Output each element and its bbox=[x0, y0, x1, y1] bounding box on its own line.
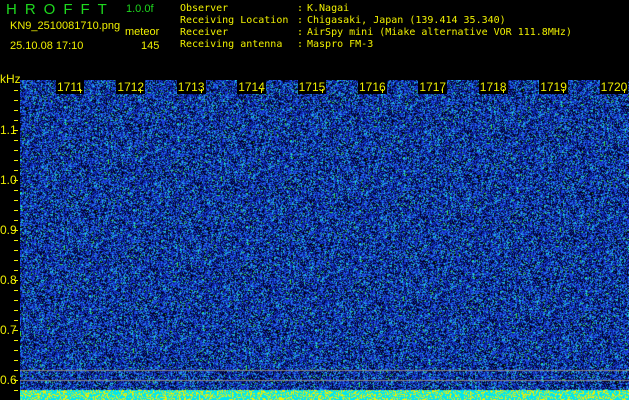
time-label: 1716 bbox=[358, 80, 387, 94]
time-label: 1712 bbox=[116, 80, 146, 94]
y-tick bbox=[14, 200, 18, 201]
app-title: HROFFT bbox=[6, 1, 115, 18]
time-label: 1714 bbox=[237, 80, 266, 94]
y-tick bbox=[14, 300, 18, 301]
y-tick bbox=[14, 340, 18, 341]
y-unit: kHz bbox=[0, 72, 21, 86]
y-tick bbox=[14, 360, 18, 361]
y-tick bbox=[14, 250, 18, 251]
time-tick bbox=[502, 89, 504, 93]
y-tick bbox=[14, 380, 18, 381]
y-tick bbox=[14, 390, 18, 391]
y-tick-label: 0.7 bbox=[0, 323, 17, 337]
info-value: Maspro FM-3 bbox=[307, 39, 374, 50]
filename: KN9_2510081710.png bbox=[10, 20, 121, 32]
y-tick bbox=[14, 120, 18, 121]
y-tick bbox=[14, 220, 18, 221]
info-label: Receiver bbox=[180, 27, 229, 38]
time-tick bbox=[80, 89, 81, 93]
y-tick bbox=[14, 330, 18, 331]
version: 1.0.0f bbox=[126, 3, 154, 15]
spectrogram bbox=[20, 80, 629, 400]
time-label: 1715 bbox=[297, 80, 327, 94]
y-tick-label: 0.8 bbox=[0, 273, 17, 287]
time-tick bbox=[442, 89, 444, 93]
y-tick-label: 0.9 bbox=[0, 223, 17, 237]
info-value: AirSpy mini (Miake alternative VOR 111.8… bbox=[307, 27, 572, 38]
y-tick bbox=[14, 290, 18, 291]
time-tick bbox=[261, 89, 263, 93]
time-tick bbox=[382, 89, 383, 93]
time-label: 1718 bbox=[478, 80, 508, 94]
info-labels: Observer Receiving Location Receiver Rec… bbox=[180, 3, 288, 51]
time-tick bbox=[623, 89, 625, 93]
y-tick bbox=[14, 240, 18, 241]
y-tick bbox=[14, 90, 18, 91]
y-tick-label: 0.6 bbox=[0, 373, 17, 387]
y-tick bbox=[14, 320, 18, 321]
time-tick bbox=[200, 89, 202, 93]
y-tick-label: 1.1 bbox=[0, 123, 17, 137]
y-tick bbox=[14, 190, 18, 191]
info-label: Observer bbox=[180, 3, 229, 14]
time-label: 1720 bbox=[599, 80, 629, 94]
y-tick bbox=[14, 270, 18, 271]
info-colons: :::: bbox=[297, 3, 304, 50]
time-label: 1713 bbox=[176, 80, 206, 94]
time-label: 1717 bbox=[418, 80, 448, 94]
info-value: Chigasaki, Japan (139.414 35.340) bbox=[307, 15, 506, 26]
time-tick bbox=[140, 89, 142, 93]
time-tick bbox=[563, 89, 565, 93]
info-values: K.Nagai Chigasaki, Japan (139.414 35.340… bbox=[307, 3, 572, 51]
y-tick bbox=[14, 280, 18, 281]
y-tick bbox=[14, 140, 18, 141]
y-tick bbox=[14, 130, 18, 131]
y-tick bbox=[14, 260, 18, 261]
mode: meteor bbox=[125, 26, 160, 38]
time-label: 1719 bbox=[539, 80, 568, 94]
time-tick bbox=[321, 89, 323, 93]
y-tick bbox=[14, 350, 18, 351]
count: 145 bbox=[141, 40, 160, 52]
info-label: Receiving antenna bbox=[180, 39, 283, 50]
y-tick-label: 1.0 bbox=[0, 173, 17, 187]
y-tick bbox=[14, 310, 18, 311]
y-tick bbox=[14, 230, 18, 231]
y-tick bbox=[14, 180, 18, 181]
y-tick bbox=[14, 110, 18, 111]
datetime: 25.10.08 17:10 bbox=[10, 40, 84, 52]
y-tick bbox=[14, 170, 18, 171]
y-tick bbox=[14, 150, 18, 151]
y-tick bbox=[14, 160, 18, 161]
y-tick bbox=[14, 100, 18, 101]
info-value: K.Nagai bbox=[307, 3, 350, 14]
info-label: Receiving Location bbox=[180, 15, 289, 26]
y-tick bbox=[14, 370, 18, 371]
y-tick bbox=[14, 210, 18, 211]
time-label: 1711 bbox=[56, 80, 84, 94]
